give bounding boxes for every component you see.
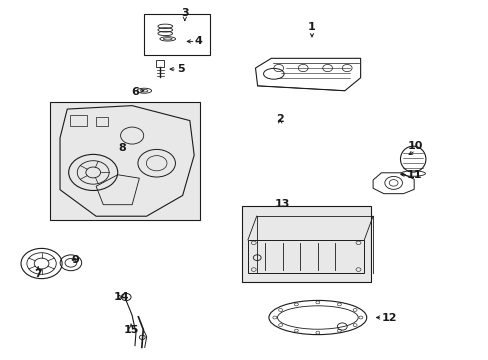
- Text: 5: 5: [177, 64, 184, 74]
- Text: 7: 7: [34, 269, 42, 279]
- Text: 1: 1: [307, 22, 315, 32]
- Text: 14: 14: [113, 292, 129, 302]
- Bar: [144, 14, 210, 55]
- Bar: [50, 102, 199, 220]
- Bar: [156, 60, 164, 67]
- Text: 10: 10: [407, 141, 423, 151]
- Text: 13: 13: [274, 199, 290, 210]
- Text: 8: 8: [118, 143, 126, 153]
- Bar: [242, 206, 370, 282]
- Text: 2: 2: [276, 114, 284, 124]
- Bar: [96, 117, 107, 126]
- Bar: [70, 115, 87, 126]
- Text: 15: 15: [123, 325, 139, 336]
- Text: 3: 3: [181, 8, 188, 18]
- Text: 6: 6: [131, 87, 139, 97]
- Text: 4: 4: [194, 36, 202, 46]
- Text: 11: 11: [406, 170, 422, 180]
- Text: 12: 12: [381, 312, 396, 323]
- Text: 9: 9: [72, 255, 80, 265]
